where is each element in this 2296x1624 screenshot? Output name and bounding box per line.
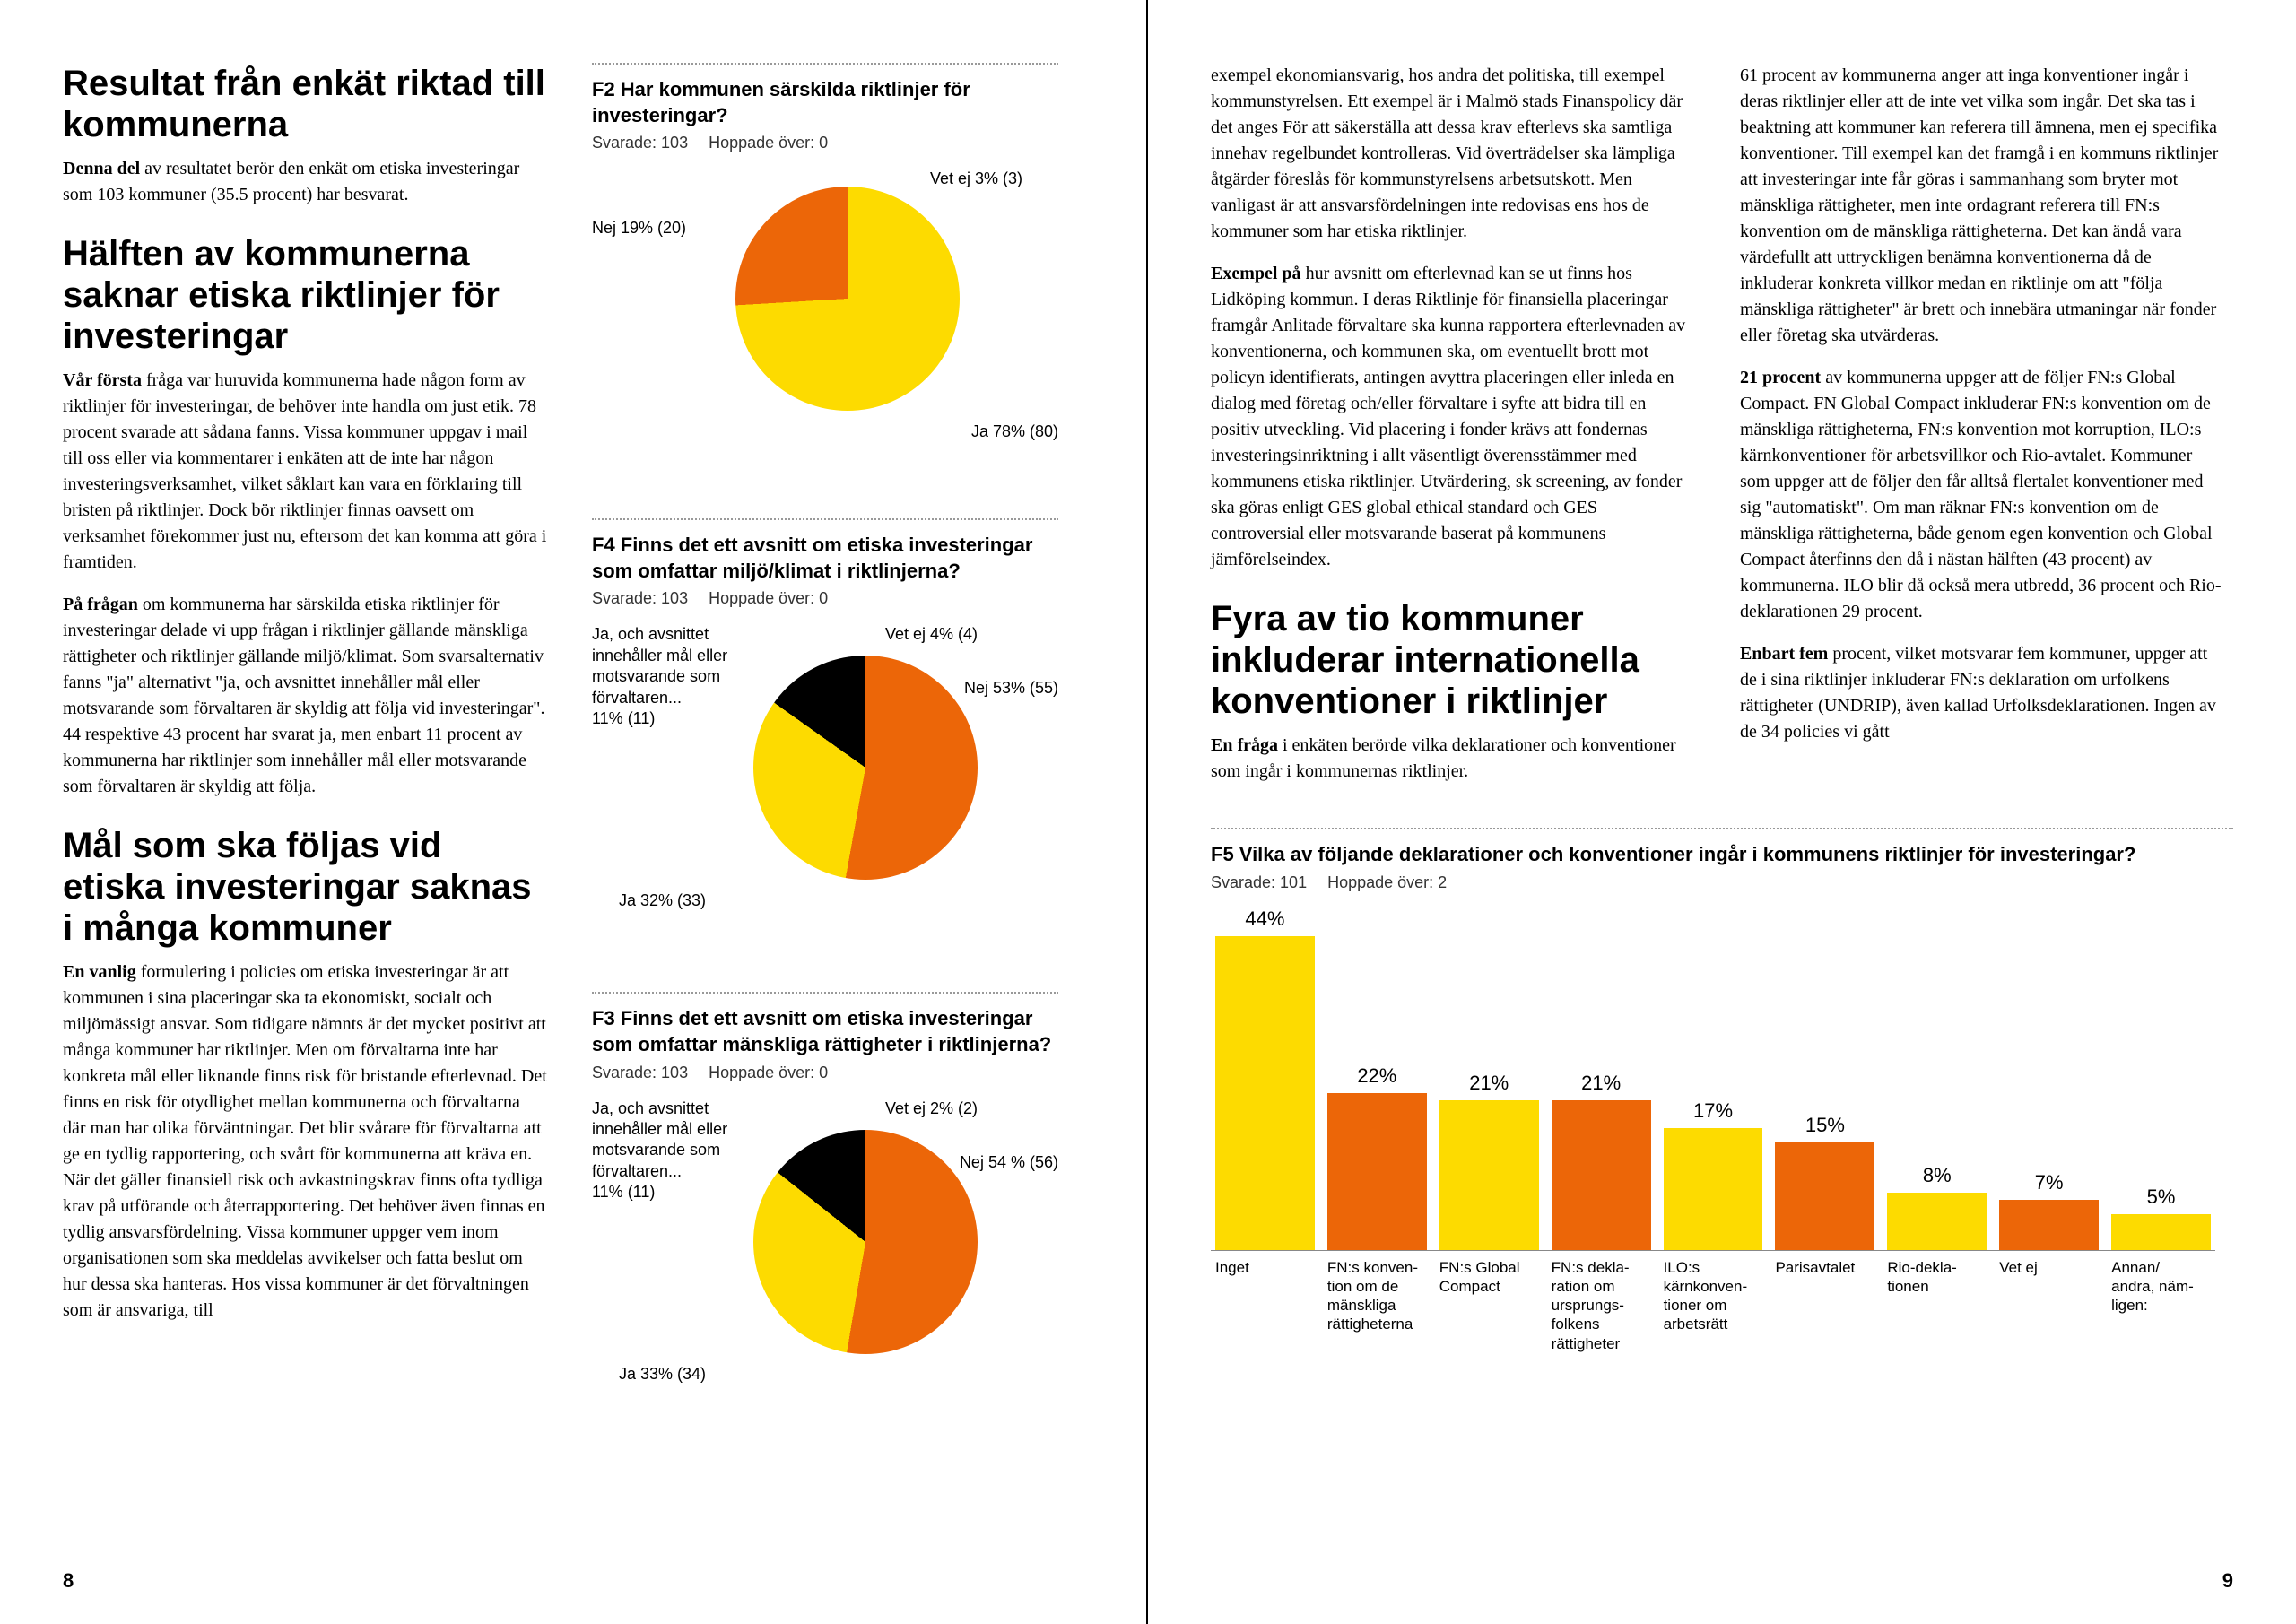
chart-f2: F2 Har kommunen särskilda riktlinjer för… <box>592 63 1058 447</box>
left-text-column: Resultat från enkät riktad till kommuner… <box>63 63 547 1394</box>
right-p4: 61 procent av kommunerna anger att inga … <box>1740 63 2224 349</box>
bar-value: 7% <box>2035 1171 2064 1194</box>
bar-item: 17% <box>1664 1099 1763 1249</box>
heading-goals: Mål som ska följas vid etiska investerin… <box>63 825 547 949</box>
chart-f5: F5 Vilka av följande deklarationer och k… <box>1211 828 2233 1359</box>
pie-f2-label-vetej: Vet ej 3% (3) <box>930 169 1022 189</box>
bar-label: Vet ej <box>1999 1258 2099 1353</box>
bar-rect <box>1664 1128 1763 1249</box>
bar-label: Annan/andra, näm-ligen: <box>2111 1258 2211 1353</box>
left-chart-column: F2 Har kommunen särskilda riktlinjer för… <box>592 63 1058 1394</box>
bar-label: Parisavtalet <box>1775 1258 1874 1353</box>
right-p6: Enbart fem procent, vilket motsvarar fem… <box>1740 641 2224 745</box>
chart-f4-meta: Svarade: 103 Hoppade över: 0 <box>592 589 1058 608</box>
bar-value: 21% <box>1469 1072 1509 1095</box>
chart-f4-title: F4 Finns det ett avsnitt om etiska inves… <box>592 533 1058 584</box>
bar-label: ILO:skärnkonven-tioner omarbetsrätt <box>1664 1258 1763 1353</box>
bar-item: 21% <box>1439 1072 1539 1250</box>
heading-fyra: Fyra av tio kommuner inkluderar internat… <box>1211 598 1695 722</box>
chart-f5-meta: Svarade: 101 Hoppade över: 2 <box>1211 873 2233 892</box>
bar-item: 44% <box>1215 908 1315 1250</box>
page-left: Resultat från enkät riktad till kommuner… <box>0 0 1148 1624</box>
bar-rect <box>1887 1193 1987 1250</box>
right-p3: En fråga i enkäten berörde vilka deklara… <box>1211 733 1695 785</box>
para-3: På frågan om kommunerna har särskilda et… <box>63 592 547 800</box>
right-p2: Exempel på hur avsnitt om efterlevnad ka… <box>1211 261 1695 573</box>
bar-label: FN:s konven-tion om demänskligarättighet… <box>1327 1258 1427 1353</box>
right-col-2: 61 procent av kommunerna anger att inga … <box>1740 63 2224 801</box>
heading-main: Resultat från enkät riktad till kommuner… <box>63 63 547 145</box>
pie-f2 <box>735 187 960 411</box>
bar-labels: IngetFN:s konven-tion om demänskligarätt… <box>1211 1251 2215 1353</box>
bar-value: 44% <box>1245 908 1284 931</box>
chart-f4: F4 Finns det ett avsnitt om etiska inves… <box>592 518 1058 920</box>
bar-rect <box>1775 1142 1874 1249</box>
bar-value: 17% <box>1693 1099 1733 1123</box>
para-2: Vår första fråga var huruvida kommunerna… <box>63 368 547 576</box>
pie-f3-label-ja: Ja 33% (34) <box>619 1364 706 1385</box>
page-number-left: 8 <box>63 1569 74 1593</box>
bar-item: 7% <box>1999 1171 2099 1250</box>
bar-label: Rio-dekla-tionen <box>1887 1258 1987 1353</box>
bar-value: 21% <box>1581 1072 1621 1095</box>
bar-label: FN:s dekla-ration omursprungs-folkensrät… <box>1552 1258 1651 1353</box>
bar-rect <box>2111 1214 2211 1250</box>
chart-f2-meta: Svarade: 103 Hoppade över: 0 <box>592 134 1058 152</box>
right-col-1: exempel ekonomiansvarig, hos andra det p… <box>1211 63 1695 801</box>
pie-f3 <box>753 1130 978 1354</box>
bar-item: 21% <box>1552 1072 1651 1250</box>
right-p5: 21 procent av kommunerna uppger att de f… <box>1740 365 2224 625</box>
right-p1: exempel ekonomiansvarig, hos andra det p… <box>1211 63 1695 245</box>
pie-f4-label-vetej: Vet ej 4% (4) <box>885 624 978 645</box>
bar-item: 15% <box>1775 1114 1874 1249</box>
pie-f4-label-ja: Ja 32% (33) <box>619 890 706 911</box>
pie-f3-label-vetej: Vet ej 2% (2) <box>885 1099 978 1119</box>
pie-f2-label-ja: Ja 78% (80) <box>971 421 1058 442</box>
pie-f2-label-nej: Nej 19% (20) <box>592 218 686 239</box>
bar-rect <box>1552 1100 1651 1250</box>
bar-rect <box>1327 1093 1427 1250</box>
page-right: exempel ekonomiansvarig, hos andra det p… <box>1148 0 2296 1624</box>
chart-f2-title: F2 Har kommunen särskilda riktlinjer för… <box>592 77 1058 128</box>
bar-label: FN:s GlobalCompact <box>1439 1258 1539 1353</box>
bar-rect <box>1439 1100 1539 1250</box>
para-4: En vanlig formulering i policies om etis… <box>63 960 547 1324</box>
bar-value: 15% <box>1805 1114 1845 1137</box>
pie-f4-label-nej: Nej 53% (55) <box>964 678 1058 699</box>
chart-f5-title: F5 Vilka av följande deklarationer och k… <box>1211 842 2233 868</box>
pie-f3-label-nej: Nej 54 % (56) <box>960 1152 1058 1173</box>
chart-f3: F3 Finns det ett avsnitt om etiska inves… <box>592 992 1058 1394</box>
bar-item: 22% <box>1327 1064 1427 1250</box>
pie-f4 <box>753 656 978 880</box>
chart-f3-title: F3 Finns det ett avsnitt om etiska inves… <box>592 1006 1058 1057</box>
bar-item: 8% <box>1887 1164 1987 1250</box>
heading-half: Hälften av kommunerna saknar etiska rikt… <box>63 233 547 357</box>
page-number-right: 9 <box>2222 1569 2233 1593</box>
bar-rect <box>1215 936 1315 1250</box>
para-intro: Denna del av resultatet berör den enkät … <box>63 156 547 208</box>
bar-rect <box>1999 1200 2099 1250</box>
bar-item: 5% <box>2111 1185 2211 1250</box>
bar-value: 5% <box>2147 1185 2176 1209</box>
bar-value: 22% <box>1357 1064 1396 1088</box>
chart-f3-meta: Svarade: 103 Hoppade över: 0 <box>592 1064 1058 1082</box>
pie-f4-label-long: Ja, och avsnittet innehåller mål eller m… <box>592 624 731 729</box>
pie-f3-label-long: Ja, och avsnittet innehåller mål eller m… <box>592 1099 731 1203</box>
bar-value: 8% <box>1923 1164 1952 1187</box>
bar-label: Inget <box>1215 1258 1315 1353</box>
bar-plot: 44% 22% 21% 21% 17% 15% 8% 7% 5% <box>1211 910 2215 1251</box>
